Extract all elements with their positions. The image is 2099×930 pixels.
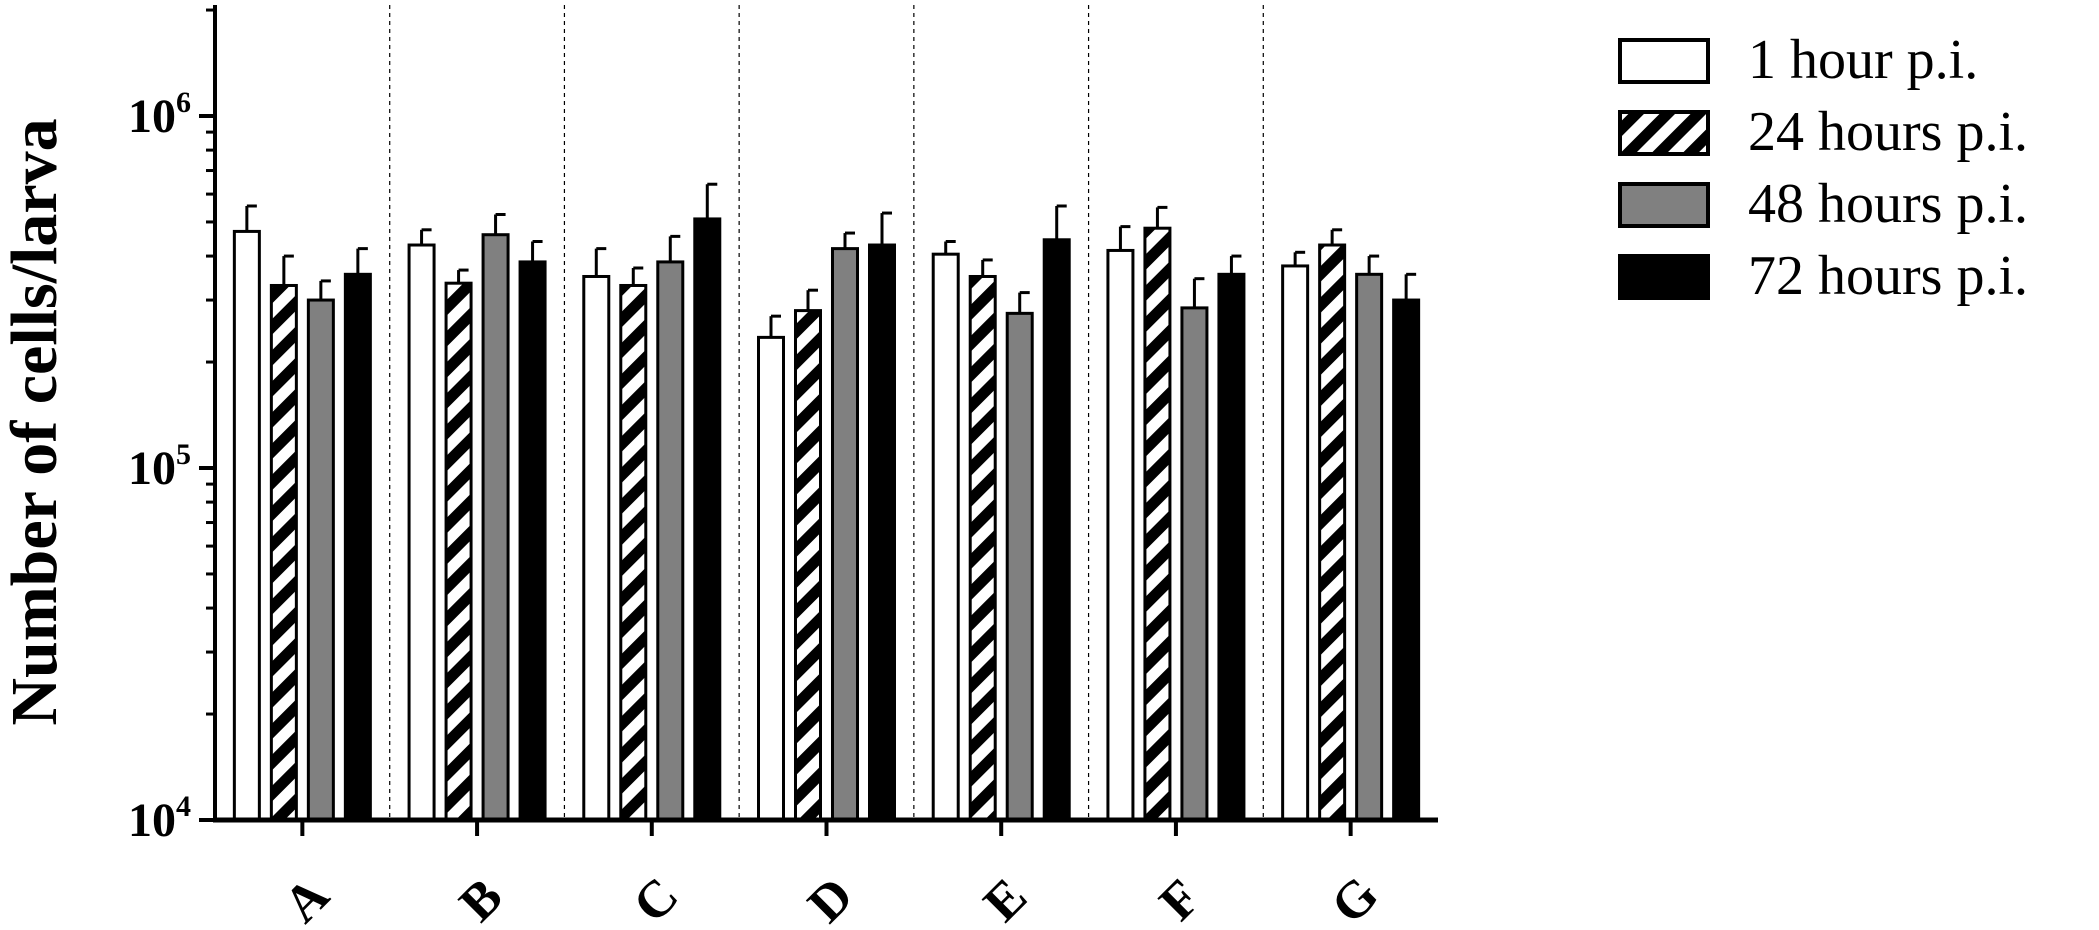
bar (1217, 272, 1246, 822)
legend-label: 48 hours p.i. (1748, 173, 2028, 235)
bar (619, 283, 648, 822)
y-tick-base: 10 (128, 90, 176, 143)
bar (1180, 306, 1209, 822)
y-tick-label: 106 (128, 86, 191, 143)
bar (831, 247, 859, 822)
bar (306, 298, 335, 822)
y-tick-exponent: 4 (176, 790, 191, 823)
legend-label: 1 hour p.i. (1748, 29, 1978, 91)
bar (269, 283, 298, 822)
bar (757, 335, 785, 822)
bar (1355, 272, 1384, 822)
y-tick-label: 104 (128, 790, 191, 847)
bar (1106, 248, 1135, 822)
bar (1318, 243, 1347, 822)
bar (582, 274, 611, 822)
bar (1042, 238, 1071, 822)
y-tick-exponent: 6 (176, 86, 191, 119)
x-tick-label: F (1149, 869, 1212, 930)
bar (444, 281, 473, 822)
bar (968, 274, 997, 822)
x-tick-label: G (1321, 866, 1390, 930)
bar (693, 217, 722, 822)
bar (794, 309, 822, 822)
legend-swatch (1618, 254, 1710, 300)
bar (407, 243, 436, 822)
bar (656, 260, 685, 822)
bar (931, 252, 960, 822)
legend-swatch (1618, 110, 1710, 156)
legend-label: 24 hours p.i. (1748, 101, 2028, 163)
x-tick-label: C (623, 867, 690, 930)
bar (518, 260, 547, 822)
x-tick-label: D (797, 867, 864, 930)
y-tick-base: 10 (128, 794, 176, 847)
bar (481, 233, 510, 822)
x-tick-label: A (273, 867, 340, 930)
x-tick-label: B (449, 868, 514, 930)
legend-label: 72 hours p.i. (1748, 245, 2028, 307)
bar (232, 229, 261, 822)
y-tick-base: 10 (128, 442, 176, 495)
legend-swatch (1618, 182, 1710, 228)
bar (1143, 226, 1172, 822)
y-tick-exponent: 5 (176, 438, 191, 471)
legend: 1 hour p.i. 24 hours p.i. 48 hours p.i. 72 … (1618, 29, 2028, 307)
legend-swatch (1618, 38, 1710, 84)
x-tick-label: E (973, 868, 1038, 930)
bar (1005, 311, 1034, 822)
bar (1392, 298, 1421, 822)
bar (1281, 264, 1310, 822)
y-axis-label: Number of cells/larva (0, 118, 71, 725)
bar (868, 243, 896, 822)
bar (343, 272, 372, 822)
y-tick-label: 105 (128, 438, 191, 495)
